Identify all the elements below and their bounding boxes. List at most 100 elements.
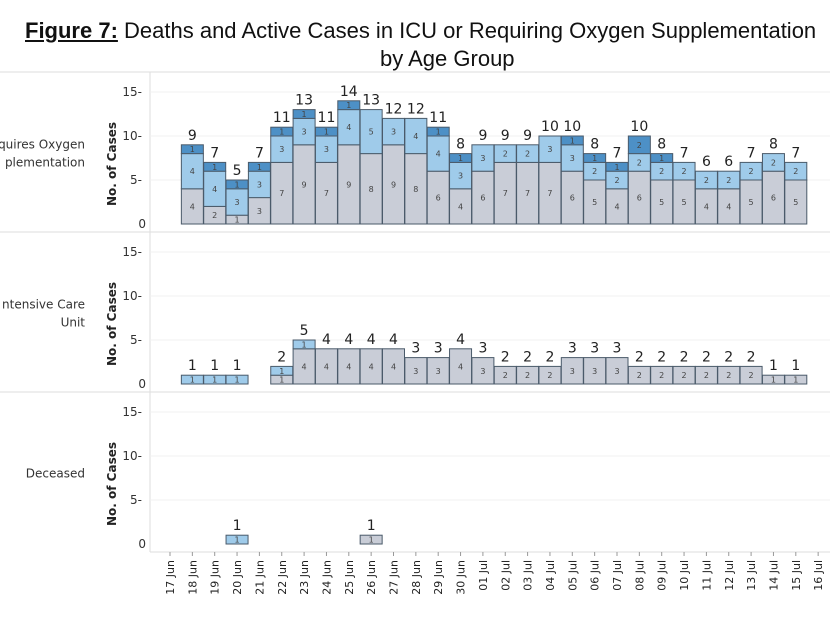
x-tick-label: 15 Jul bbox=[790, 560, 803, 591]
segment-label: 4 bbox=[704, 202, 709, 211]
segment-label: 1 bbox=[369, 536, 374, 545]
segment-label: 1 bbox=[279, 376, 284, 385]
segment-label: 4 bbox=[324, 362, 329, 371]
segment-label: 7 bbox=[324, 189, 329, 198]
segment-label: 2 bbox=[637, 158, 642, 167]
total-label: 2 bbox=[501, 349, 510, 365]
y-tick-label: 5- bbox=[130, 173, 142, 187]
total-label: 7 bbox=[255, 145, 264, 161]
x-tick-label: 22 Jun bbox=[276, 560, 289, 595]
total-label: 2 bbox=[523, 349, 532, 365]
segment-label: 1 bbox=[212, 163, 217, 172]
segment-label: 6 bbox=[436, 194, 441, 203]
segment-label: 4 bbox=[190, 202, 195, 211]
y-tick-label: 5- bbox=[130, 333, 142, 347]
segment-label: 6 bbox=[570, 194, 575, 203]
bar-segment bbox=[292, 339, 316, 350]
y-axis-title: No. of Cases bbox=[105, 282, 119, 366]
segment-label: 4 bbox=[726, 202, 731, 211]
bar-segment bbox=[583, 153, 607, 163]
panel-label: quires Oxygen bbox=[0, 138, 85, 152]
x-tick-label: 27 Jun bbox=[388, 560, 401, 595]
total-label: 12 bbox=[407, 101, 425, 117]
x-tick-label: 14 Jul bbox=[767, 560, 780, 591]
segment-label: 7 bbox=[503, 189, 508, 198]
total-label: 9 bbox=[523, 128, 532, 144]
segment-label: 3 bbox=[413, 367, 418, 376]
segment-label: 3 bbox=[257, 180, 262, 189]
segment-label: 2 bbox=[793, 167, 798, 176]
segment-label: 4 bbox=[212, 185, 217, 194]
x-tick-label: 01 Jul bbox=[477, 560, 490, 591]
total-label: 11 bbox=[429, 110, 447, 126]
segment-label: 2 bbox=[659, 371, 664, 380]
segment-label: 2 bbox=[682, 167, 687, 176]
segment-label: 1 bbox=[614, 163, 619, 172]
total-label: 1 bbox=[791, 358, 800, 374]
x-tick-label: 17 Jun bbox=[164, 560, 177, 595]
total-label: 4 bbox=[367, 332, 376, 348]
segment-label: 1 bbox=[257, 163, 262, 172]
x-tick-label: 09 Jul bbox=[656, 560, 669, 591]
segment-label: 2 bbox=[726, 176, 731, 185]
segment-label: 1 bbox=[190, 145, 195, 154]
total-label: 13 bbox=[362, 93, 380, 109]
segment-label: 1 bbox=[190, 376, 195, 385]
total-label: 9 bbox=[188, 128, 197, 144]
y-axis-title: No. of Cases bbox=[105, 442, 119, 526]
segment-label: 2 bbox=[503, 150, 508, 159]
total-label: 7 bbox=[747, 145, 756, 161]
segment-label: 5 bbox=[749, 198, 754, 207]
panel-label: Deceased bbox=[26, 467, 85, 481]
segment-label: 2 bbox=[547, 371, 552, 380]
y-tick-label: 0 bbox=[138, 377, 146, 391]
segment-label: 2 bbox=[212, 211, 217, 220]
total-label: 2 bbox=[635, 349, 644, 365]
bar-segment bbox=[426, 126, 450, 137]
segment-label: 1 bbox=[436, 128, 441, 137]
segment-label: 3 bbox=[480, 154, 485, 163]
x-tick-label: 20 Jun bbox=[231, 560, 244, 595]
x-tick-label: 06 Jul bbox=[589, 560, 602, 591]
total-label: 10 bbox=[563, 119, 581, 135]
panel-label: ntensive Care bbox=[2, 298, 85, 312]
segment-label: 3 bbox=[235, 198, 240, 207]
y-tick-label: 0 bbox=[138, 217, 146, 231]
segment-label: 5 bbox=[682, 198, 687, 207]
total-label: 3 bbox=[568, 341, 577, 357]
segment-label: 2 bbox=[614, 176, 619, 185]
total-label: 7 bbox=[210, 145, 219, 161]
total-label: 3 bbox=[590, 341, 599, 357]
total-label: 10 bbox=[630, 119, 648, 135]
segment-label: 1 bbox=[279, 128, 284, 137]
segment-label: 9 bbox=[302, 180, 307, 189]
total-label: 5 bbox=[300, 323, 309, 339]
segment-label: 1 bbox=[235, 180, 240, 189]
total-label: 6 bbox=[724, 154, 733, 170]
total-label: 7 bbox=[680, 145, 689, 161]
total-label: 11 bbox=[273, 110, 291, 126]
bar-segment bbox=[292, 109, 316, 119]
total-label: 8 bbox=[590, 137, 599, 153]
segment-label: 3 bbox=[570, 154, 575, 163]
segment-label: 2 bbox=[704, 371, 709, 380]
y-tick-label: 15- bbox=[122, 405, 142, 419]
title-line-2: by Age Group bbox=[380, 46, 515, 71]
total-label: 7 bbox=[791, 145, 800, 161]
segment-label: 6 bbox=[637, 194, 642, 203]
title-line-1: Deaths and Active Cases in ICU or Requir… bbox=[117, 18, 817, 43]
segment-label: 4 bbox=[614, 202, 619, 211]
segment-label: 3 bbox=[458, 172, 463, 181]
bar-segment bbox=[784, 374, 808, 385]
panel-label: Unit bbox=[61, 316, 86, 330]
total-label: 12 bbox=[385, 101, 403, 117]
y-tick-label: 0 bbox=[138, 537, 146, 551]
total-label: 9 bbox=[478, 128, 487, 144]
total-label: 1 bbox=[769, 358, 778, 374]
segment-label: 3 bbox=[547, 145, 552, 154]
segment-label: 9 bbox=[346, 180, 351, 189]
segment-label: 5 bbox=[369, 128, 374, 137]
total-label: 5 bbox=[233, 163, 242, 179]
total-label: 13 bbox=[295, 93, 313, 109]
segment-label: 3 bbox=[614, 367, 619, 376]
